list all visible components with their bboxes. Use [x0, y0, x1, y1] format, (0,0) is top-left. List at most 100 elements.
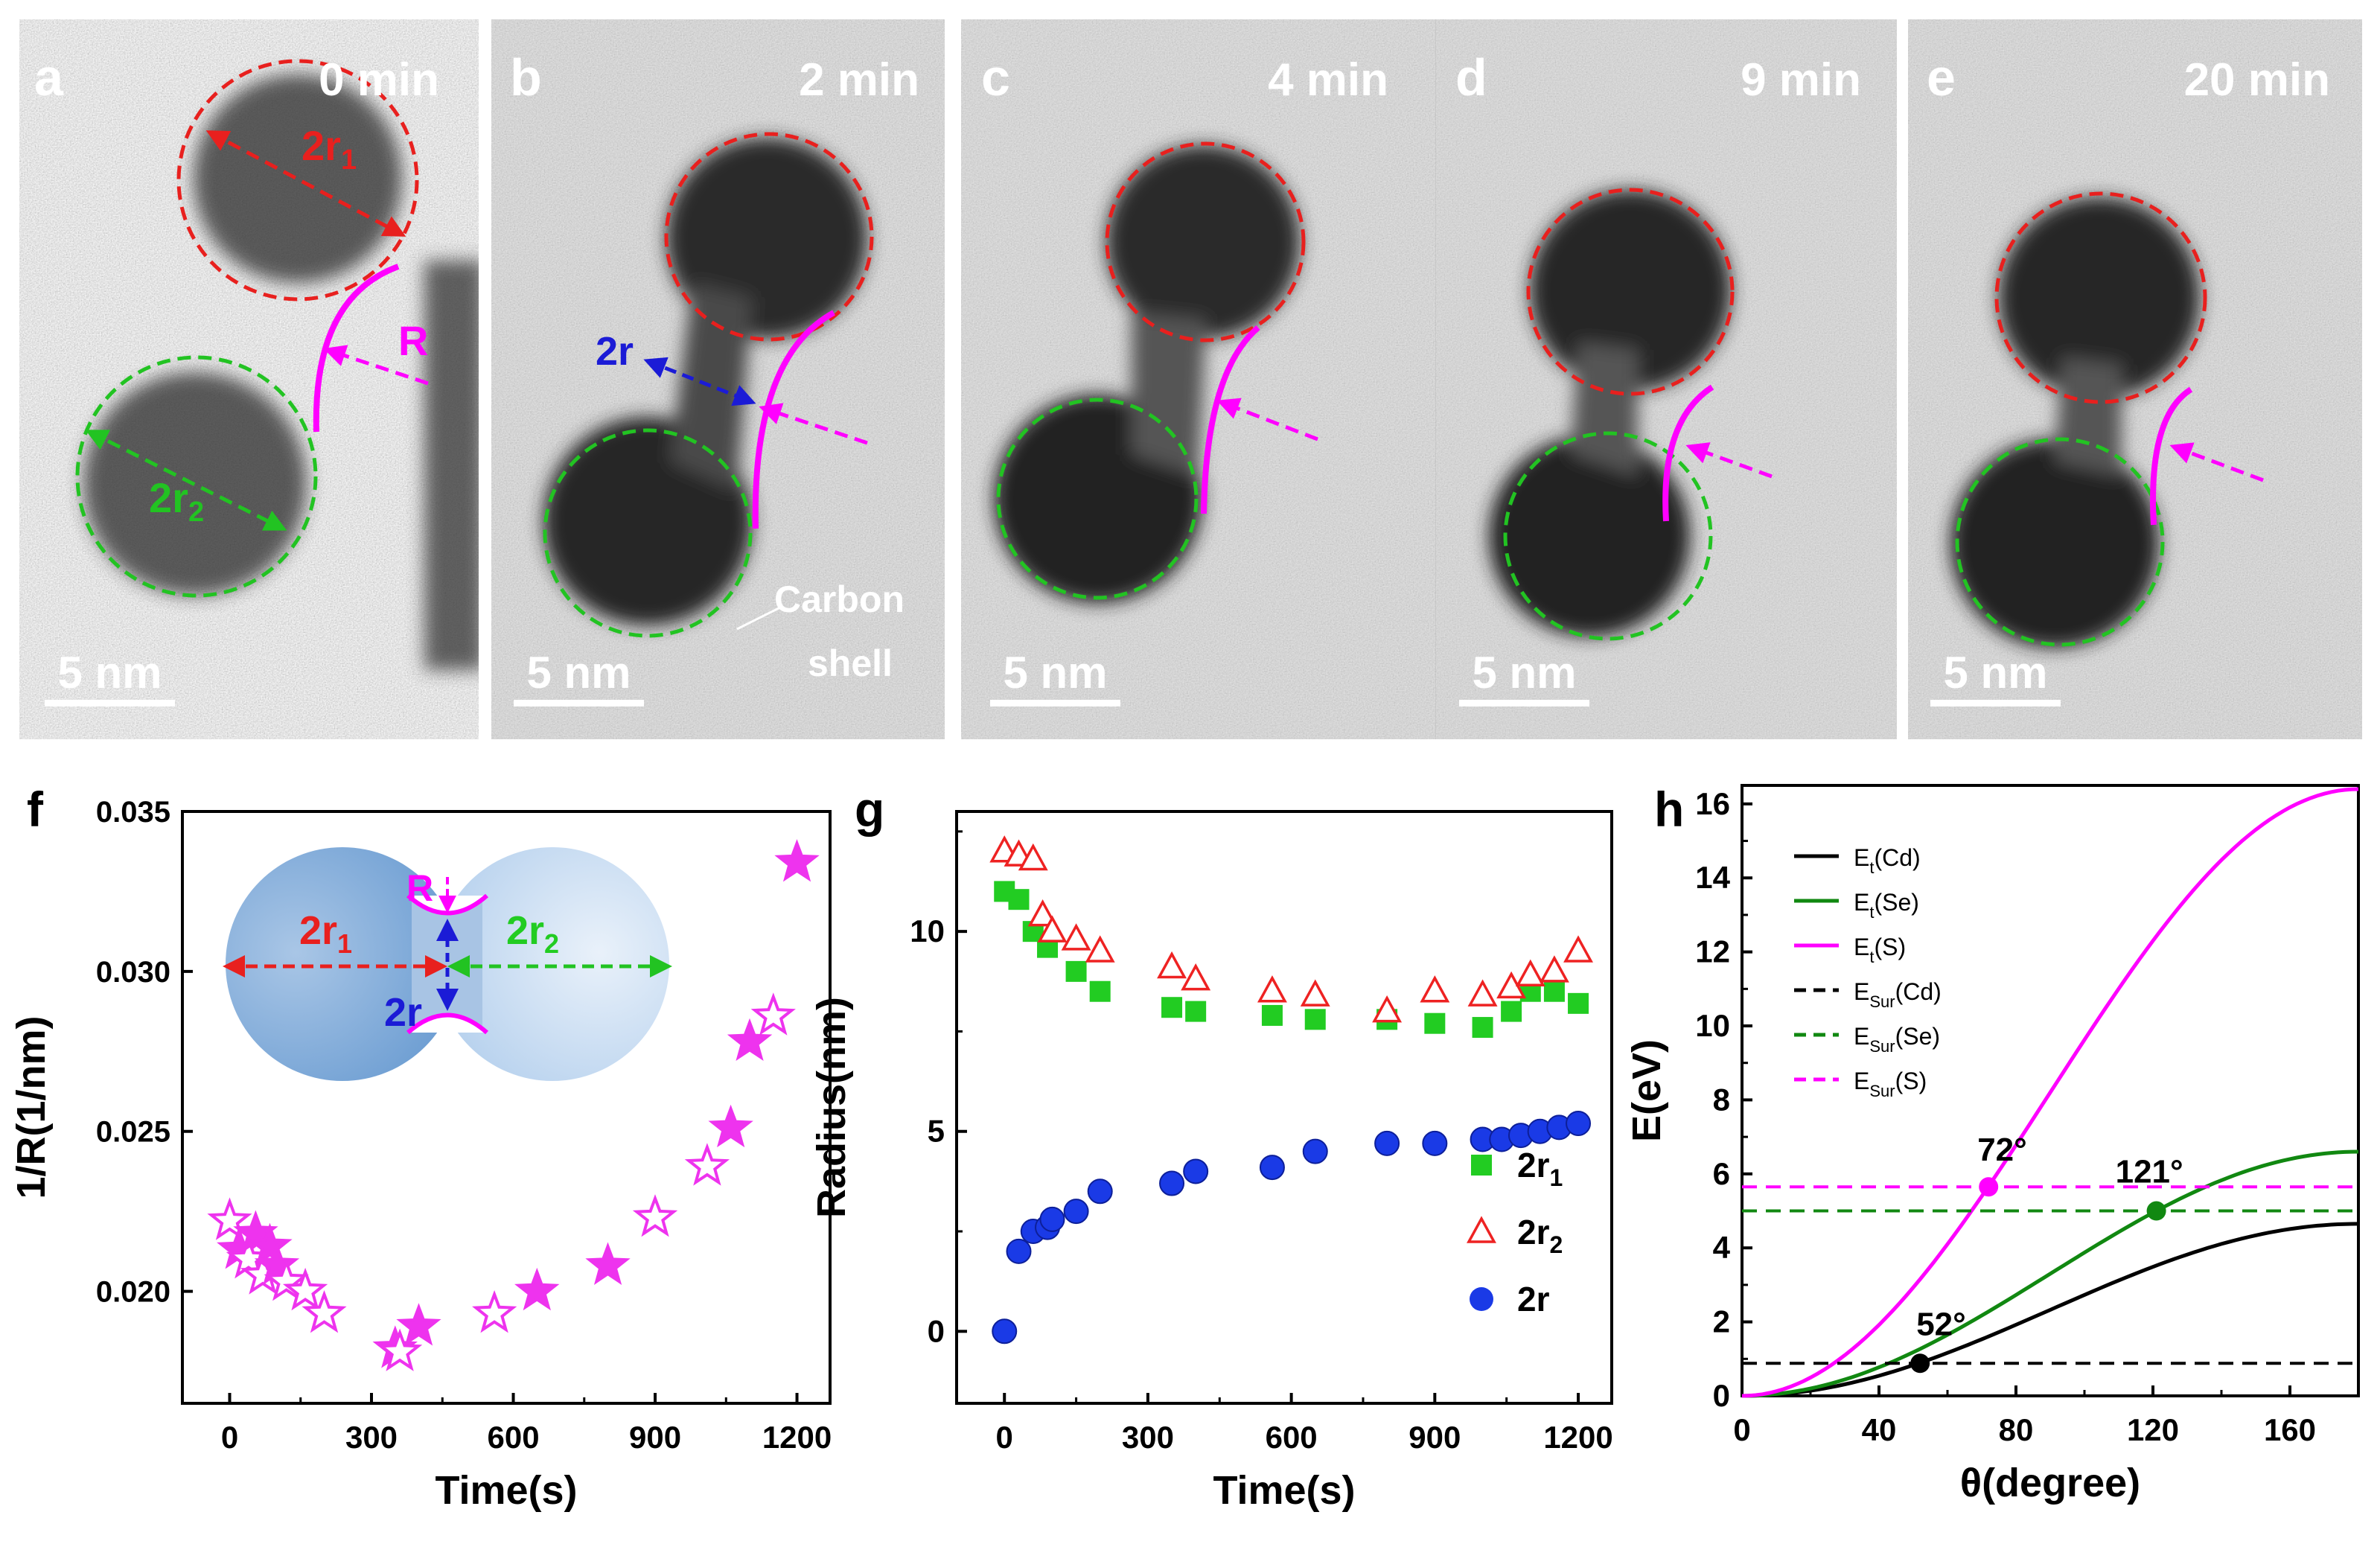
x-tick-label: 300: [1122, 1420, 1174, 1455]
y-tick-label: 0: [928, 1313, 945, 1348]
y-tick-label: 2: [1713, 1304, 1730, 1339]
legend-label-sub: 2: [1549, 1231, 1563, 1258]
data-point-2r1: [1089, 980, 1111, 1002]
scale-bar-a: [45, 700, 175, 706]
data-point-star: [207, 1197, 252, 1240]
tem-panel-e: [1908, 19, 2362, 739]
x-tick-label: 1200: [1543, 1420, 1612, 1455]
y-tick-label: 5: [928, 1114, 945, 1149]
intersection-point: [1979, 1177, 1999, 1197]
plot-frame: [181, 810, 832, 1405]
panel-letter-c: c: [981, 48, 1010, 106]
data-point-2r2: [1037, 915, 1068, 942]
legend-label: 2r: [1517, 1280, 1550, 1318]
data-point-2r1: [1472, 1017, 1493, 1039]
y-tick-label: 4: [1713, 1230, 1731, 1265]
data-point-2r2: [1515, 959, 1545, 986]
legend-label: Et(Se): [1854, 889, 1919, 922]
legend-suffix: (Cd): [1874, 844, 1920, 871]
data-point-2r: [1374, 1130, 1400, 1156]
data-point-star: [472, 1289, 517, 1333]
legend-suffix: (Se): [1874, 889, 1918, 916]
y-axis-label: Radius(nm): [809, 997, 854, 1218]
data-point-2r: [1259, 1155, 1285, 1181]
data-point-2r2: [1027, 899, 1058, 927]
legend-sub: t: [1869, 858, 1874, 877]
legend-label: Et(S): [1854, 934, 1906, 966]
y-tick-label: 0.030: [96, 956, 170, 989]
intersection-point: [1910, 1353, 1930, 1374]
y-tick-label: 0.025: [96, 1116, 170, 1149]
x-tick-label: 900: [1408, 1420, 1461, 1455]
scale-bar-b: [514, 700, 644, 706]
legend-suffix: (S): [1874, 934, 1906, 960]
intersection-point: [2146, 1201, 2166, 1221]
time-label-d: 9 min: [1741, 54, 1861, 106]
data-point-2r1: [1424, 1012, 1446, 1034]
legend-label-sub: 1: [1549, 1164, 1563, 1191]
label-2r1: 2r1: [302, 122, 357, 176]
x-tick-label: 120: [2127, 1412, 2179, 1447]
data-point-2r2: [1539, 955, 1569, 983]
data-point-2r2: [1181, 963, 1211, 991]
legend-main: E: [1854, 889, 1869, 916]
data-point-2r: [1039, 1206, 1065, 1232]
y-tick-label: 14: [1695, 860, 1730, 895]
data-point-star: [302, 1289, 347, 1333]
x-tick-label: 80: [1999, 1412, 2034, 1447]
y-tick-label: 0: [1713, 1378, 1730, 1413]
legend-sub: Sur: [1869, 1082, 1895, 1100]
inset-label-2r1: 2r1: [299, 908, 352, 959]
data-point-2r2: [1563, 935, 1593, 963]
curve-Et(Cd): [1741, 1222, 2359, 1398]
tem-panel-c: [961, 19, 1436, 739]
legend-suffix: (Cd): [1895, 978, 1942, 1005]
panel-letter-a: a: [34, 48, 64, 106]
label-2r2: 2r2: [149, 474, 204, 528]
legend-label: ESur(S): [1854, 1068, 1927, 1100]
particle-1-outline: [176, 59, 419, 302]
scale-bar-label-c: 5 nm: [1003, 648, 1107, 698]
data-point-2r: [1302, 1138, 1328, 1164]
x-tick-label: 900: [629, 1420, 681, 1455]
x-tick-label: 0: [1733, 1412, 1750, 1447]
x-tick-label: 0: [221, 1420, 238, 1455]
y-tick-label: 10: [910, 913, 945, 948]
inset-label-2r2: 2r2: [506, 908, 559, 959]
time-label-c: 4 min: [1268, 54, 1388, 106]
data-point-2r2: [1018, 843, 1048, 871]
legend-label: Et(Cd): [1854, 844, 1921, 877]
data-point-2r2: [1257, 975, 1287, 1003]
x-tick-label: 300: [345, 1420, 398, 1455]
data-point-star: [377, 1328, 423, 1371]
legend-suffix: (Se): [1895, 1023, 1940, 1050]
y-tick-label: 0.035: [96, 796, 170, 829]
chart-f: f 0 300 600 900 1200 0.020 0.025 0.030 0.035 Time…: [9, 782, 832, 1513]
panel-letter-f: f: [27, 782, 44, 837]
tem-panel-b: 2r Carbon shell: [491, 19, 945, 739]
scale-bar-label-a: 5 nm: [57, 648, 162, 698]
y-tick-label: 10: [1695, 1008, 1730, 1043]
x-axis-label: Time(s): [1213, 1468, 1355, 1513]
data-point-2r1: [1304, 1009, 1326, 1030]
x-tick-label: 0: [996, 1420, 1013, 1455]
x-tick-label: 160: [2264, 1412, 2316, 1447]
y-tick-label: 0.020: [96, 1276, 170, 1309]
legend-suffix: (S): [1895, 1068, 1927, 1094]
legend-label-main: 2r: [1517, 1213, 1550, 1251]
inset-schematic: 2r1 2r2 2r R: [223, 847, 672, 1081]
y-tick-label: 6: [1713, 1156, 1730, 1191]
legend-main: E: [1854, 1023, 1869, 1050]
legend-sub: Sur: [1869, 992, 1895, 1011]
intersection-label: 52°: [1916, 1306, 1966, 1342]
particle-2-outline: [75, 355, 318, 598]
data-point-2r2: [1061, 923, 1091, 951]
legend-sub: t: [1869, 948, 1874, 966]
legend-marker-2r2: [1467, 1216, 1496, 1243]
data-point-2r1: [1501, 1001, 1522, 1022]
inset-label-R: R: [406, 867, 433, 909]
data-point-2r2: [1157, 951, 1187, 979]
panel-letter-g: g: [855, 782, 884, 837]
y-tick-label: 12: [1695, 934, 1730, 969]
tem-text-overlay: a 0 min 5 nm b 2 min 5 nm c 4 min 5 nm d 9 min 5 nm…: [34, 48, 2330, 706]
